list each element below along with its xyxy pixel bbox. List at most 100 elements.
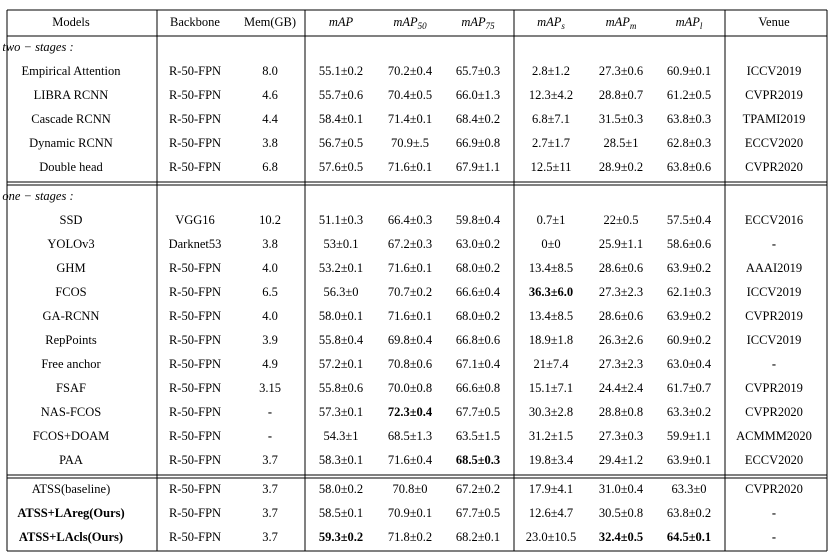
cell: 71.6±0.4: [388, 453, 433, 467]
row-label: RepPoints: [45, 333, 97, 347]
cell: R-50-FPN: [169, 381, 221, 395]
cell: 71.4±0.1: [388, 112, 432, 126]
cell: 63.5±1.5: [456, 429, 500, 443]
cell: 4.0: [262, 309, 278, 323]
column-header: Backbone: [170, 15, 220, 29]
row-label: ATSS+LAcls(Ours): [19, 530, 123, 544]
cell: 27.3±0.6: [599, 64, 643, 78]
header-subscript: l: [700, 21, 703, 31]
cell: R-50-FPN: [169, 333, 221, 347]
row-label: Double head: [39, 160, 103, 174]
cell: 25.9±1.1: [599, 237, 643, 251]
cell: 68.4±0.2: [456, 112, 500, 126]
column-header: mAPm: [606, 15, 637, 31]
cell: 53.2±0.1: [319, 261, 363, 275]
column-header: mAPs: [537, 15, 565, 31]
cell: 23.0±10.5: [526, 530, 577, 544]
cell: 0.7±1: [537, 213, 566, 227]
section-label: one − stages :: [2, 189, 73, 203]
cell: ACMMM2020: [736, 429, 812, 443]
cell: CVPR2020: [745, 482, 803, 496]
cell: R-50-FPN: [169, 160, 221, 174]
cell: 56.7±0.5: [319, 136, 363, 150]
cell: CVPR2020: [745, 160, 803, 174]
cell: 19.8±3.4: [529, 453, 574, 467]
cell: 36.3±6.0: [529, 285, 573, 299]
cell: ECCV2020: [745, 136, 803, 150]
cell: 63.3±0: [672, 482, 707, 496]
cell: R-50-FPN: [169, 261, 221, 275]
header-text: mAP: [606, 15, 631, 29]
cell: 61.7±0.7: [667, 381, 711, 395]
row-label: Dynamic RCNN: [29, 136, 113, 150]
row-label: FCOS+DOAM: [33, 429, 110, 443]
row-label: FSAF: [56, 381, 86, 395]
cell: 4.4: [262, 112, 278, 126]
cell: 3.7: [262, 506, 278, 520]
cell: 3.7: [262, 482, 278, 496]
cell: 12.6±4.7: [529, 506, 573, 520]
cell: Darknet53: [169, 237, 222, 251]
cell: 0±0: [541, 237, 560, 251]
cell: 12.3±4.2: [529, 88, 573, 102]
cell: 59.8±0.4: [456, 213, 501, 227]
cell: 71.6±0.1: [388, 309, 432, 323]
cell: 71.6±0.1: [388, 261, 432, 275]
cell: 2.7±1.7: [532, 136, 570, 150]
header-text: mAP: [676, 15, 701, 29]
cell: 15.1±7.1: [529, 381, 573, 395]
cell: 63.0±0.4: [667, 357, 712, 371]
cell: 68.0±0.2: [456, 309, 500, 323]
cell: R-50-FPN: [169, 405, 221, 419]
cell: ICCV2019: [747, 64, 802, 78]
cell: 63.8±0.2: [667, 506, 711, 520]
cell: 71.6±0.1: [388, 160, 432, 174]
cell: 4.0: [262, 261, 278, 275]
header-subscript: 50: [418, 21, 428, 31]
cell: 62.1±0.3: [667, 285, 711, 299]
cell: 54.3±1: [324, 429, 359, 443]
cell: -: [268, 429, 272, 443]
cell: 58.0±0.2: [319, 482, 363, 496]
cell: R-50-FPN: [169, 88, 221, 102]
cell: CVPR2019: [745, 88, 803, 102]
cell: 57.2±0.1: [319, 357, 363, 371]
cell: -: [772, 357, 776, 371]
cell: 3.15: [259, 381, 281, 395]
cell: 3.8: [262, 237, 278, 251]
cell: 70.8±0.6: [388, 357, 432, 371]
cell: 32.4±0.5: [599, 530, 643, 544]
cell: 71.8±0.2: [388, 530, 432, 544]
cell: 4.9: [262, 357, 278, 371]
header-text: mAP: [461, 15, 486, 29]
cell: 63.8±0.3: [667, 112, 711, 126]
cell: 6.8±7.1: [532, 112, 570, 126]
cell: 10.2: [259, 213, 281, 227]
cell: R-50-FPN: [169, 309, 221, 323]
cell: 68.0±0.2: [456, 261, 500, 275]
cell: 72.3±0.4: [388, 405, 433, 419]
cell: 67.9±1.1: [456, 160, 500, 174]
cell: 70.8±0: [393, 482, 428, 496]
cell: 28.6±0.6: [599, 261, 643, 275]
cell: 4.6: [262, 88, 278, 102]
row-label: GA-RCNN: [43, 309, 100, 323]
cell: 22±0.5: [604, 213, 639, 227]
row-label: NAS-FCOS: [41, 405, 101, 419]
cell: R-50-FPN: [169, 482, 221, 496]
cell: 67.2±0.2: [456, 482, 500, 496]
cell: 57.6±0.5: [319, 160, 363, 174]
cell: 53±0.1: [324, 237, 359, 251]
cell: 58.6±0.6: [667, 237, 711, 251]
cell: CVPR2019: [745, 309, 803, 323]
cell: R-50-FPN: [169, 530, 221, 544]
cell: R-50-FPN: [169, 453, 221, 467]
cell: 31.5±0.3: [599, 112, 643, 126]
cell: ICCV2019: [747, 333, 802, 347]
cell: 27.3±0.3: [599, 429, 643, 443]
cell: 66.4±0.3: [388, 213, 432, 227]
cell: 28.6±0.6: [599, 309, 643, 323]
cell: 58.0±0.1: [319, 309, 363, 323]
cell: 64.5±0.1: [667, 530, 711, 544]
